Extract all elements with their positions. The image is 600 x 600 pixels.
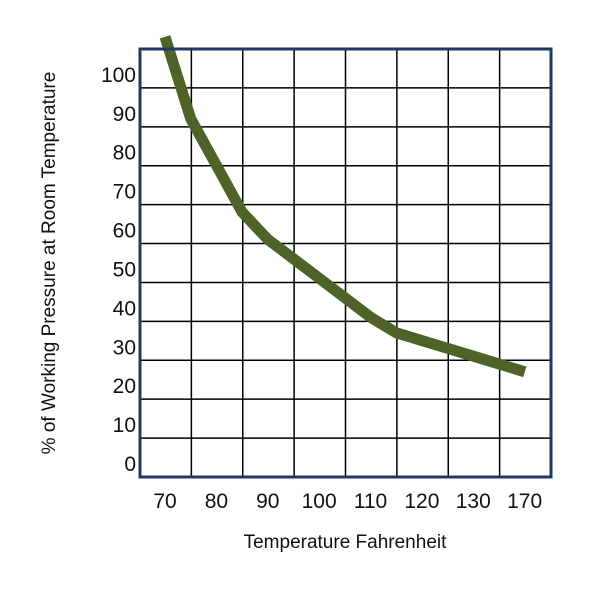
- y-tick-label: 80: [113, 142, 136, 165]
- plot-frame: [138, 47, 553, 479]
- y-tick-labels: 0 10 20 30 40 50 60 70 80 90 100: [101, 64, 136, 476]
- x-tick-label: 170: [507, 490, 542, 513]
- x-tick-label: 70: [153, 490, 176, 513]
- x-tick-labels: 70 80 90 100 110 120 130 170: [153, 490, 542, 513]
- y-tick-label: 10: [113, 414, 136, 437]
- x-tick-label: 90: [256, 490, 279, 513]
- x-axis-label: Temperature Fahrenheit: [244, 532, 447, 553]
- y-tick-label: 60: [113, 220, 136, 243]
- y-tick-label: 90: [113, 103, 136, 126]
- x-tick-label: 100: [302, 490, 337, 513]
- chart-series: [159, 35, 527, 378]
- y-tick-label: 70: [113, 181, 136, 204]
- y-tick-label: 20: [113, 375, 136, 398]
- y-axis-label: % of Working Pressure at Room Temperatur…: [39, 72, 60, 455]
- series-line: [159, 35, 527, 378]
- x-tick-label: 130: [456, 490, 491, 513]
- y-tick-label: 40: [113, 297, 136, 320]
- x-tick-label: 110: [354, 490, 387, 513]
- chart-grid: [140, 49, 551, 477]
- x-tick-label: 80: [205, 490, 228, 513]
- y-tick-label: 0: [124, 453, 136, 476]
- y-tick-label: 50: [113, 258, 136, 281]
- x-tick-label: 120: [404, 490, 439, 513]
- y-tick-label: 30: [113, 336, 136, 359]
- y-tick-label: 100: [101, 64, 136, 87]
